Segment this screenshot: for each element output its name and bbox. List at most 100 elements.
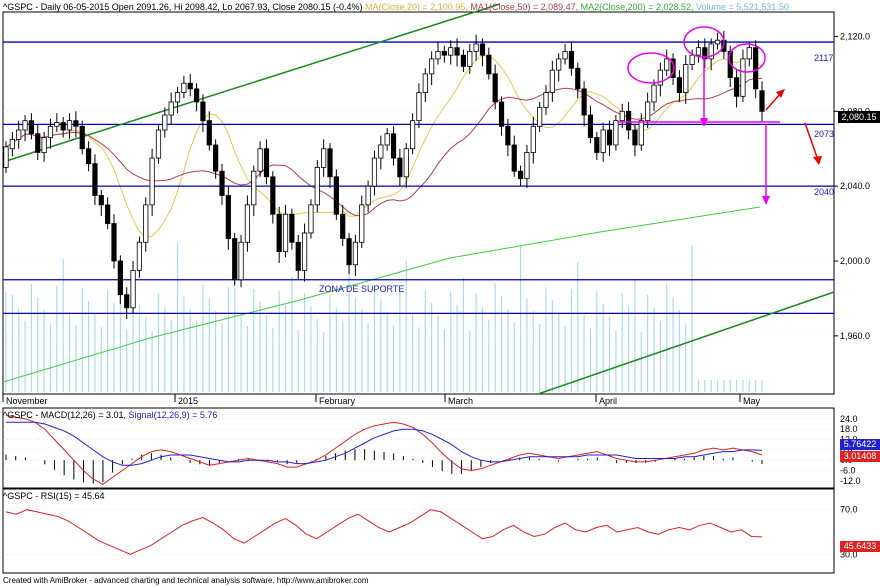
candle-body xyxy=(149,157,155,206)
volume-bar xyxy=(107,290,109,392)
candle-body xyxy=(587,114,594,138)
volume-bar xyxy=(221,324,223,392)
volume-bar xyxy=(418,327,420,392)
volume-bar xyxy=(507,309,509,392)
candle-body xyxy=(346,238,352,266)
candle-body xyxy=(664,58,670,71)
volume-bar xyxy=(132,292,134,392)
candle-body xyxy=(308,204,314,234)
level-2073-label: 2073 xyxy=(814,129,835,139)
volume-bar xyxy=(602,304,604,392)
candle-body xyxy=(79,125,85,150)
candle-body xyxy=(92,163,98,196)
volume-bar xyxy=(176,243,179,392)
volume-bar xyxy=(56,286,58,392)
macd-y-tick-label: 24.0 xyxy=(840,414,858,424)
candle-body xyxy=(543,92,549,108)
volume-bar xyxy=(253,289,255,392)
candle-body xyxy=(263,148,270,178)
volume-bar xyxy=(87,301,90,392)
rsi-y-tick-label: 70.0 xyxy=(840,505,858,515)
volume-bar xyxy=(735,380,738,392)
volume-bar xyxy=(335,308,337,392)
candle-body xyxy=(606,129,613,146)
rsi-line xyxy=(5,509,763,555)
volume-bar xyxy=(303,293,306,392)
candle-body xyxy=(327,148,333,178)
ma50-label: MA1(Close,50) = 2,089.47, xyxy=(470,2,579,12)
volume-bar xyxy=(145,318,147,392)
volume-bar xyxy=(215,311,217,392)
candle-body xyxy=(448,47,454,56)
candle-body xyxy=(753,47,759,90)
candle-body xyxy=(549,69,555,93)
candle-body xyxy=(714,39,721,45)
volume-bar xyxy=(627,306,630,392)
candle-body xyxy=(314,167,320,206)
volume-bar xyxy=(348,244,350,392)
x-tick-label: February xyxy=(319,396,356,406)
candle-body xyxy=(130,269,136,309)
candle-body xyxy=(492,73,498,103)
macd-panel-frame xyxy=(2,407,835,489)
lower-trend-line xyxy=(537,291,835,395)
candle-body xyxy=(676,77,683,93)
candle-body xyxy=(340,213,346,239)
volume-bar xyxy=(157,294,160,392)
rsi-y-tick-label: 30.0 xyxy=(840,549,858,559)
volume-bar xyxy=(126,329,128,392)
rsi-panel-frame xyxy=(2,488,835,574)
volume-bar xyxy=(291,277,293,392)
volume-bar xyxy=(596,291,598,392)
ma20-line xyxy=(5,55,763,238)
volume-bar xyxy=(18,308,20,392)
candle-body xyxy=(28,120,35,135)
last-price-tag: 2,080.15 xyxy=(838,111,880,123)
volume-bar xyxy=(653,308,655,392)
footer-credit: Created with AmiBroker - advanced charti… xyxy=(3,576,369,585)
candle-body xyxy=(73,120,79,127)
volume-bar xyxy=(494,283,496,392)
volume-bar xyxy=(431,303,433,392)
rsi-value-tag: 45.6433 xyxy=(840,541,880,552)
volume-bar xyxy=(462,278,465,392)
candle-body xyxy=(746,47,752,60)
volume-bar xyxy=(437,316,439,392)
candle-body xyxy=(98,195,104,206)
candle-body xyxy=(225,195,231,239)
volume-bar xyxy=(755,380,757,392)
volume-bar xyxy=(202,285,204,392)
candle-body xyxy=(117,260,123,296)
macd-label: ^GSPC - MACD(12,26) = 3.01, xyxy=(3,410,127,420)
candle-body xyxy=(270,176,276,215)
volume-bar xyxy=(170,320,172,392)
volume-bar xyxy=(475,294,477,392)
volume-bar xyxy=(151,331,153,392)
candle-body xyxy=(651,84,657,103)
volume-bar xyxy=(761,380,763,392)
volume-bar xyxy=(49,323,52,392)
rsi-label: ^GSPC - RSI(15) = 45.64 xyxy=(3,491,105,501)
candle-body xyxy=(467,51,473,67)
rsi-panel-header: ^GSPC - RSI(15) = 45.64 xyxy=(3,491,105,501)
candle-body xyxy=(740,58,746,97)
volume-bar xyxy=(316,319,318,392)
candle-body xyxy=(505,125,511,146)
volume-bar xyxy=(329,295,331,392)
candle-body xyxy=(517,170,524,180)
candle-body xyxy=(689,54,695,65)
level-2040-label: 2040 xyxy=(814,187,835,197)
candle-body xyxy=(162,114,168,131)
candle-body xyxy=(282,213,289,253)
candle-body xyxy=(193,88,200,103)
volume-bar xyxy=(678,310,681,392)
shoulder-right-ellipse xyxy=(728,43,766,73)
volume-bar xyxy=(68,312,71,392)
candle-body xyxy=(581,88,587,116)
candle-body xyxy=(511,144,517,172)
volume-bar xyxy=(691,246,693,392)
candle-body xyxy=(244,204,251,243)
volume-bar xyxy=(545,287,547,392)
red-up-arrowhead xyxy=(776,89,785,98)
